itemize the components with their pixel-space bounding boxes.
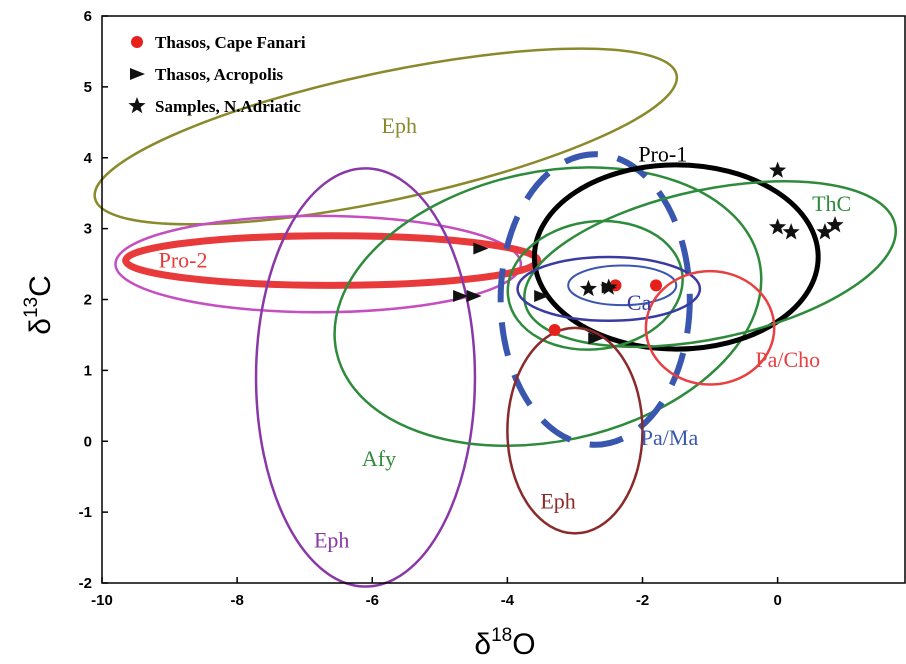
regions-layer bbox=[93, 47, 898, 588]
region-label: Afy bbox=[362, 446, 396, 471]
region-ellipse bbox=[122, 232, 542, 289]
y-tick-label: 5 bbox=[84, 79, 92, 96]
region-ellipse bbox=[254, 167, 477, 588]
legend: Thasos, Cape Fanari Thasos, Acropolis Samp… bbox=[128, 33, 306, 116]
x-axis-title: δ18O bbox=[474, 625, 535, 661]
region-ellipse bbox=[506, 326, 644, 535]
region-ellipse bbox=[333, 166, 763, 448]
region-label: Eph bbox=[382, 113, 417, 138]
region-label: Pa/Ma bbox=[641, 425, 699, 450]
y-tick-label: 6 bbox=[84, 8, 92, 25]
legend-label: Thasos, Cape Fanari bbox=[155, 33, 306, 52]
region-labels-layer: Eph Pro-2 Eph Afy Pa/Ma Pro-1 ThC Ca Pa/Cho Eph bbox=[159, 113, 852, 553]
region-label: Pa/Cho bbox=[755, 347, 820, 372]
region-ellipse bbox=[567, 264, 678, 307]
legend-star-icon bbox=[128, 97, 146, 114]
y-axis-ticks: -2 -1 0 1 2 3 4 5 6 bbox=[79, 8, 108, 592]
region-ellipse bbox=[516, 255, 702, 323]
x-tick-label: -8 bbox=[230, 592, 243, 609]
region-label: ThC bbox=[812, 191, 851, 216]
y-axis-title-sup: 13 bbox=[21, 297, 42, 318]
data-point-star bbox=[600, 278, 618, 295]
x-tick-label: -2 bbox=[636, 592, 649, 609]
y-axis-title-rest: C bbox=[24, 275, 57, 297]
y-axis-title-base: δ bbox=[24, 318, 57, 335]
data-point-star bbox=[579, 279, 598, 297]
x-axis-title-sup: 18 bbox=[491, 625, 512, 646]
region-ellipse bbox=[93, 47, 679, 226]
x-tick-label: -6 bbox=[366, 592, 379, 609]
x-axis-title-rest: O bbox=[512, 628, 535, 661]
legend-circle-icon bbox=[131, 36, 143, 48]
region-label: Ca bbox=[627, 290, 652, 315]
x-tick-label: -10 bbox=[91, 592, 113, 609]
y-tick-label: 0 bbox=[84, 433, 92, 450]
region-label: Pro-1 bbox=[638, 141, 687, 166]
data-point-star bbox=[826, 216, 844, 233]
y-tick-label: -1 bbox=[79, 504, 92, 521]
region-ellipse bbox=[644, 269, 776, 386]
x-tick-label: 0 bbox=[773, 592, 781, 609]
region-label: Eph bbox=[314, 528, 349, 553]
y-axis-title: δ13C bbox=[21, 275, 57, 335]
data-point-triangle bbox=[534, 289, 550, 302]
data-point-triangle bbox=[473, 242, 489, 255]
region-label: Eph bbox=[540, 489, 575, 514]
y-tick-label: 4 bbox=[84, 150, 93, 167]
region-ellipse bbox=[531, 162, 821, 352]
x-tick-label: -4 bbox=[501, 592, 515, 609]
data-point-star bbox=[816, 223, 834, 240]
y-tick-label: 3 bbox=[84, 221, 92, 238]
data-point-star bbox=[769, 161, 787, 178]
legend-label: Thasos, Acropolis bbox=[155, 65, 284, 84]
x-axis-title-base: δ bbox=[474, 628, 491, 661]
data-point-star bbox=[782, 223, 800, 240]
region-ellipse bbox=[114, 214, 523, 314]
legend-triangle-icon bbox=[130, 68, 145, 80]
region-ellipse bbox=[523, 180, 898, 349]
data-point-star bbox=[769, 218, 787, 235]
legend-label: Samples, N.Adriatic bbox=[155, 97, 301, 116]
x-axis-ticks: -10-8-6-4-202 bbox=[91, 577, 782, 609]
y-tick-label: 1 bbox=[84, 362, 92, 379]
data-point-triangle bbox=[588, 332, 604, 345]
data-point-circle bbox=[650, 279, 663, 292]
region-ellipse bbox=[506, 219, 684, 351]
points-layer bbox=[453, 161, 844, 345]
data-point-triangle bbox=[453, 289, 469, 302]
region-label: Pro-2 bbox=[159, 248, 208, 273]
region-ellipse bbox=[497, 151, 693, 448]
y-tick-label: 2 bbox=[84, 292, 92, 309]
data-point-triangle bbox=[466, 289, 482, 302]
y-tick-label: -2 bbox=[79, 575, 92, 592]
data-point-circle bbox=[548, 323, 561, 336]
